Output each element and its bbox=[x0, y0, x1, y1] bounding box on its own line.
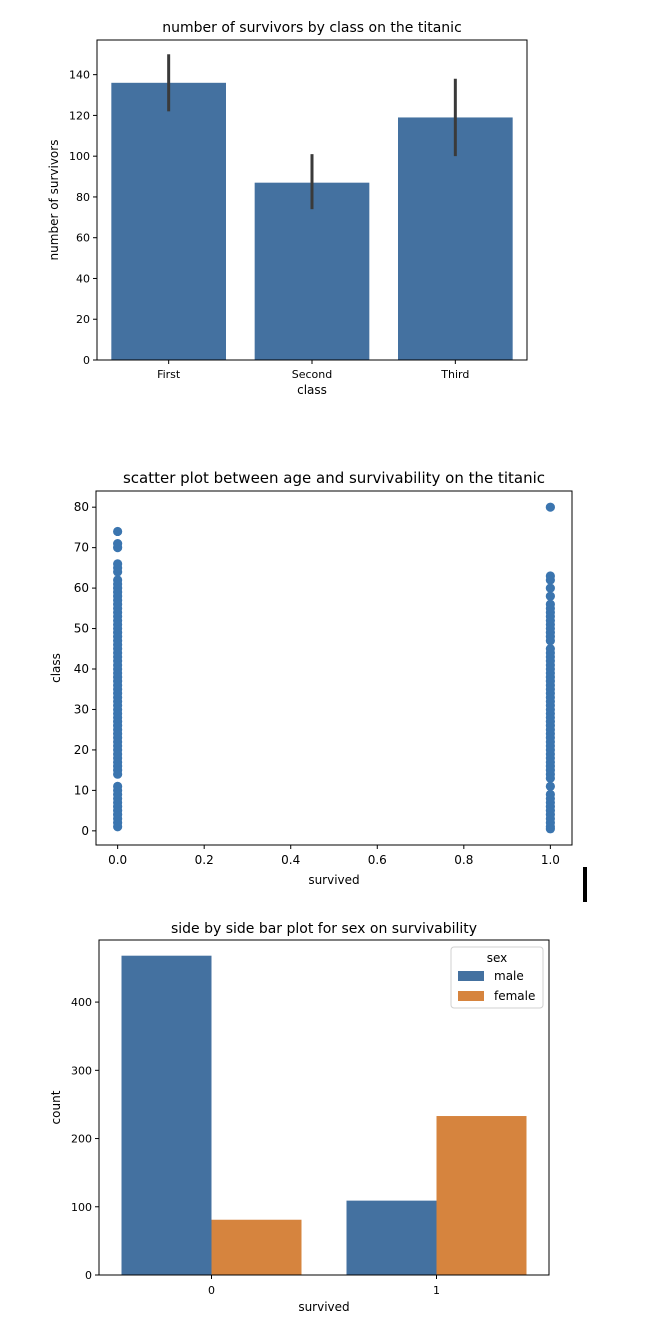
scatter-point bbox=[545, 599, 555, 609]
x-tick-label: 0.2 bbox=[195, 853, 214, 867]
legend-label-male: male bbox=[494, 969, 524, 983]
scatter-point bbox=[545, 644, 555, 654]
bar bbox=[398, 117, 513, 360]
x-tick-label: Second bbox=[292, 368, 332, 381]
y-tick-label: 80 bbox=[76, 191, 90, 204]
y-tick-label: 140 bbox=[69, 69, 90, 82]
plot-frame bbox=[95, 490, 573, 846]
bar bbox=[254, 182, 370, 360]
x-tick-label: 0.0 bbox=[108, 853, 127, 867]
chart-title: side by side bar plot for sex on surviva… bbox=[171, 921, 477, 937]
y-tick-label: 60 bbox=[76, 232, 90, 245]
legend-label-female: female bbox=[494, 989, 535, 1003]
y-tick-label: 200 bbox=[71, 1133, 92, 1146]
y-tick-label: 400 bbox=[71, 996, 92, 1009]
x-tick-label: 0.4 bbox=[281, 853, 300, 867]
y-tick-label: 0 bbox=[81, 824, 89, 838]
scatter-point bbox=[545, 571, 555, 581]
plot-frame bbox=[98, 939, 550, 1276]
legend-title: sex bbox=[487, 951, 508, 965]
y-tick-label: 80 bbox=[74, 500, 89, 514]
scatter-point bbox=[545, 781, 555, 791]
survivors-by-class-chart: number of survivors by class on the tita… bbox=[47, 20, 528, 397]
scatter-point bbox=[113, 781, 123, 791]
y-tick-label: 50 bbox=[74, 622, 89, 636]
x-tick-label: 0.6 bbox=[368, 853, 387, 867]
x-tick-label: 1.0 bbox=[541, 853, 560, 867]
scatter-point bbox=[113, 575, 123, 585]
y-tick-label: 300 bbox=[71, 1064, 92, 1077]
x-tick-label: Third bbox=[440, 368, 469, 381]
text-cursor-marker bbox=[583, 867, 587, 902]
x-axis-label: survived bbox=[308, 873, 359, 887]
plot-frame bbox=[96, 39, 528, 361]
scatter-point bbox=[545, 583, 555, 593]
scatter-point bbox=[545, 591, 555, 601]
x-axis-label: survived bbox=[298, 1300, 349, 1314]
y-tick-label: 20 bbox=[74, 743, 89, 757]
y-tick-label: 100 bbox=[69, 150, 90, 163]
sex-survivability-bar-chart: side by side bar plot for sex on surviva… bbox=[49, 921, 550, 1314]
scatter-point bbox=[545, 502, 555, 512]
scatter-point bbox=[113, 559, 123, 569]
chart-title: scatter plot between age and survivabili… bbox=[123, 469, 545, 487]
x-tick-label: 0.8 bbox=[454, 853, 473, 867]
y-tick-label: 40 bbox=[74, 662, 89, 676]
bar-male bbox=[121, 955, 212, 1275]
bar-male bbox=[346, 1200, 437, 1275]
x-axis-label: class bbox=[297, 383, 327, 397]
bar-female bbox=[211, 1219, 302, 1275]
y-tick-label: 40 bbox=[76, 272, 90, 285]
y-tick-label: 70 bbox=[74, 541, 89, 555]
y-tick-label: 30 bbox=[74, 702, 89, 716]
age-survivability-scatter-chart: scatter plot between age and survivabili… bbox=[49, 469, 573, 887]
x-tick-label: First bbox=[157, 368, 181, 381]
legend-swatch-female bbox=[458, 991, 484, 1001]
y-tick-label: 60 bbox=[74, 581, 89, 595]
y-axis-label: class bbox=[49, 653, 63, 683]
scatter-point bbox=[113, 538, 123, 549]
x-tick-label: 1 bbox=[433, 1284, 440, 1297]
y-axis-label: count bbox=[49, 1090, 63, 1124]
y-tick-label: 100 bbox=[71, 1201, 92, 1214]
scatter-point bbox=[113, 526, 123, 537]
y-tick-label: 0 bbox=[83, 354, 90, 367]
y-axis-label: number of survivors bbox=[47, 140, 61, 261]
chart-title: number of survivors by class on the tita… bbox=[162, 20, 462, 36]
scatter-point bbox=[545, 789, 555, 800]
y-tick-label: 10 bbox=[74, 783, 89, 797]
bar bbox=[111, 82, 226, 360]
legend-swatch-male bbox=[458, 971, 484, 981]
y-tick-label: 0 bbox=[85, 1269, 92, 1282]
x-tick-label: 0 bbox=[208, 1284, 215, 1297]
y-tick-label: 120 bbox=[69, 109, 90, 122]
y-tick-label: 20 bbox=[76, 313, 90, 326]
bar-female bbox=[436, 1116, 527, 1275]
